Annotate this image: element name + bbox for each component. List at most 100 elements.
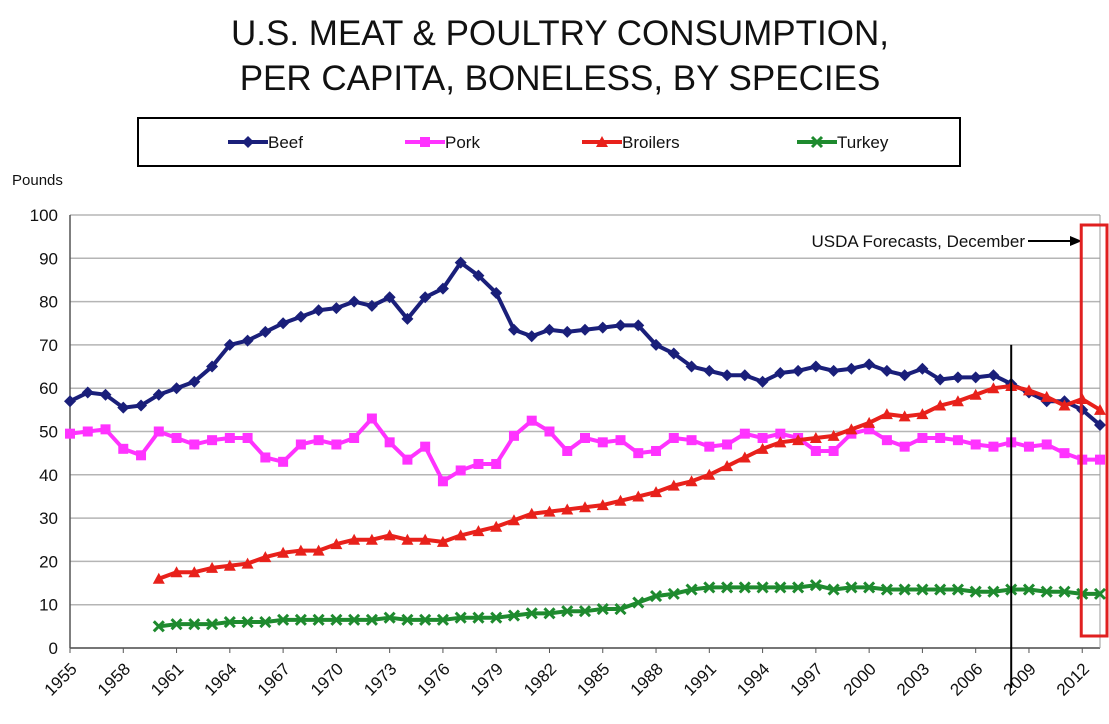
x-tick-label: 1958	[94, 659, 134, 699]
y-tick-labels: 0102030405060708090100	[30, 206, 58, 658]
data-point	[349, 433, 359, 443]
data-point	[633, 448, 643, 458]
data-point	[509, 431, 519, 441]
data-point	[456, 465, 466, 475]
data-point	[881, 365, 893, 377]
y-tick-label: 70	[39, 336, 58, 355]
data-point	[971, 439, 981, 449]
data-point	[882, 435, 892, 445]
x-tick-label: 2003	[893, 659, 933, 699]
data-point	[207, 435, 217, 445]
data-point	[845, 363, 857, 375]
data-point	[348, 296, 360, 308]
data-point	[330, 302, 342, 314]
data-point	[953, 435, 963, 445]
data-point	[580, 433, 590, 443]
data-point	[579, 324, 591, 336]
data-point	[543, 324, 555, 336]
x-tick-label: 1988	[627, 659, 667, 699]
legend-label: Beef	[268, 133, 303, 152]
data-point	[171, 382, 183, 394]
series	[64, 257, 1106, 632]
y-tick-label: 10	[39, 596, 58, 615]
y-axis-label: Pounds	[12, 172, 63, 189]
forecast-annotation: USDA Forecasts, December	[811, 232, 1025, 251]
data-point	[314, 435, 324, 445]
data-point	[740, 429, 750, 439]
data-point	[863, 358, 875, 370]
x-tick-label: 1961	[147, 659, 187, 699]
y-tick-label: 60	[39, 379, 58, 398]
data-point	[899, 369, 911, 381]
data-point	[526, 330, 538, 342]
data-point	[687, 435, 697, 445]
data-point	[296, 439, 306, 449]
data-point	[917, 433, 927, 443]
data-point	[225, 433, 235, 443]
data-point	[154, 427, 164, 437]
data-point	[952, 371, 964, 383]
data-point	[172, 433, 182, 443]
series-line	[70, 263, 1100, 425]
data-point	[829, 446, 839, 456]
data-point	[438, 476, 448, 486]
x-tick-label: 2009	[1000, 659, 1040, 699]
data-point	[331, 439, 341, 449]
data-point	[598, 437, 608, 447]
data-point	[313, 304, 325, 316]
x-tick-label: 1967	[254, 659, 294, 699]
data-point	[1059, 448, 1069, 458]
chart-title-line-2: PER CAPITA, BONELESS, BY SPECIES	[240, 59, 881, 98]
legend-label: Turkey	[837, 133, 889, 152]
y-tick-label: 40	[39, 466, 58, 485]
data-point	[527, 416, 537, 426]
data-point	[792, 365, 804, 377]
data-point	[900, 442, 910, 452]
x-tick-label: 1955	[41, 659, 81, 699]
data-point	[810, 361, 822, 373]
data-point	[704, 442, 714, 452]
data-point	[1042, 439, 1052, 449]
data-point	[1095, 455, 1105, 465]
data-point	[669, 433, 679, 443]
data-point	[739, 369, 751, 381]
data-point	[101, 424, 111, 434]
series-line	[70, 419, 1100, 482]
data-point	[544, 427, 554, 437]
data-point	[722, 439, 732, 449]
data-point	[243, 433, 253, 443]
data-point	[758, 433, 768, 443]
x-tick-label: 1997	[787, 659, 827, 699]
data-point	[189, 439, 199, 449]
data-point	[970, 371, 982, 383]
data-point	[988, 442, 998, 452]
x-tick-label: 2012	[1053, 659, 1093, 699]
data-point	[651, 446, 661, 456]
x-tick-labels: 1955 1958 1961 1964 1967 1970 1973 1976 1979 1982…	[41, 648, 1093, 700]
gridlines	[70, 215, 1100, 648]
data-point	[118, 444, 128, 454]
data-point	[136, 450, 146, 460]
data-point	[615, 319, 627, 331]
series-turkey	[154, 580, 1105, 631]
data-point	[367, 414, 377, 424]
forecast-box	[1081, 225, 1107, 636]
chart-title-line-1: U.S. MEAT & POULTRY CONSUMPTION,	[231, 14, 889, 53]
x-tick-label: 1970	[307, 659, 347, 699]
legend-label: Pork	[445, 133, 480, 152]
data-point	[811, 446, 821, 456]
data-point	[721, 369, 733, 381]
y-tick-label: 90	[39, 249, 58, 268]
data-point	[83, 427, 93, 437]
series-broilers	[153, 380, 1106, 584]
data-point	[385, 437, 395, 447]
x-tick-label: 2006	[946, 659, 986, 699]
x-tick-label: 1976	[414, 659, 454, 699]
data-point	[402, 455, 412, 465]
y-tick-label: 0	[49, 639, 58, 658]
data-point	[295, 311, 307, 323]
legend-label: Broilers	[622, 133, 680, 152]
data-point	[561, 326, 573, 338]
data-point	[278, 457, 288, 467]
y-tick-label: 80	[39, 293, 58, 312]
